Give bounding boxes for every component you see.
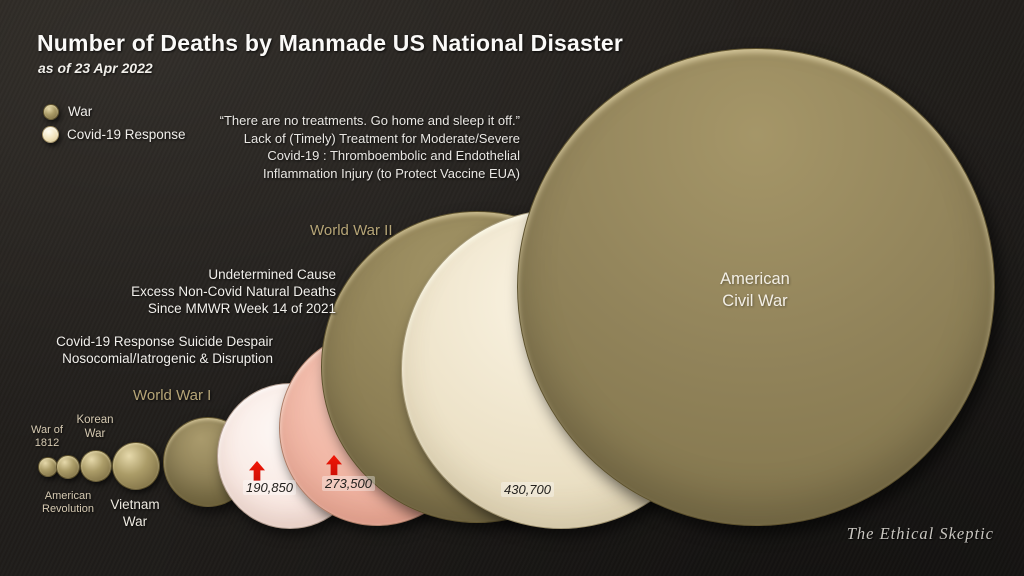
page-title: Number of Deaths by Manmade US National … — [37, 30, 624, 56]
label-world-war-1: World War I — [133, 387, 212, 404]
label-line: War of — [31, 424, 63, 436]
label-line: 1812 — [34, 437, 60, 449]
page-subtitle: as of 23 Apr 2022 — [38, 60, 153, 76]
bubble-american-revolution — [56, 455, 80, 479]
legend-war-bubble-icon — [43, 104, 59, 120]
bubble-korean-war — [80, 450, 112, 482]
label-line: Revolution — [42, 503, 94, 515]
bubble-american-civil-war — [517, 48, 995, 526]
label-line: American — [44, 490, 92, 502]
value-label-190850: 190,850 — [243, 480, 296, 495]
label-american-revolution: American Revolution — [38, 490, 98, 516]
label-line: Civil War — [722, 292, 788, 310]
label-korean-war: Korean War — [70, 414, 120, 441]
quote-line: “There are no treatments. Go home and sl… — [219, 113, 520, 128]
bubble-war-of-1812 — [38, 457, 58, 477]
label-war-of-1812: War of 1812 — [22, 424, 72, 450]
label-line: Vietnam — [110, 497, 160, 512]
legend-war-label: War — [68, 104, 93, 119]
value-label-430700: 430,700 — [501, 482, 554, 497]
treatment-quote-annotation: “There are no treatments. Go home and sl… — [220, 112, 520, 182]
quote-line: Inflammation Injury (to Protect Vaccine … — [263, 165, 520, 181]
label-line: War — [84, 427, 106, 440]
label-line: Since MMWR Week 14 of 2021 — [147, 301, 336, 316]
quote-line: Covid-19 : Thromboembolic and Endothelia… — [267, 148, 520, 163]
label-line: American — [720, 270, 790, 288]
label-covid-response-suicide: Covid-19 Response Suicide Despair Nosoco… — [56, 333, 273, 367]
legend-covid-label: Covid-19 Response — [67, 127, 186, 142]
watermark-signature: The Ethical Skeptic — [846, 524, 994, 543]
label-line: Undetermined Cause — [208, 267, 336, 282]
label-world-war-2: World War II — [310, 222, 393, 239]
label-american-civil-war: American Civil War — [694, 268, 816, 312]
label-line: Nosocomial/Iatrogenic & Disruption — [62, 351, 273, 366]
value-label-273500: 273,500 — [322, 476, 375, 491]
quote-line: Lack of (Timely) Treatment for Moderate/… — [243, 130, 520, 146]
label-line: Excess Non-Covid Natural Deaths — [131, 284, 336, 299]
label-line: Covid-19 Response Suicide Despair — [56, 334, 273, 349]
legend-covid-bubble-icon — [42, 126, 59, 143]
bubble-vietnam-war — [112, 442, 160, 490]
label-vietnam-war: Vietnam War — [105, 497, 165, 530]
label-line: War — [122, 513, 148, 529]
label-undetermined-cause: Undetermined Cause Excess Non-Covid Natu… — [131, 266, 336, 317]
label-line: Korean — [76, 414, 114, 426]
